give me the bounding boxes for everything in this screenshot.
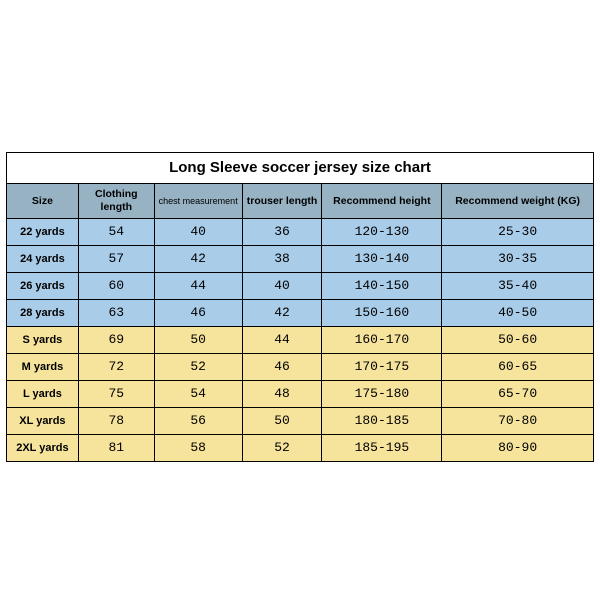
table-row: 26 yards604440140-15035-40 (7, 273, 594, 300)
cell-clothing_length: 81 (78, 435, 154, 462)
cell-rec_weight: 25-30 (442, 219, 594, 246)
cell-rec_height: 130-140 (322, 246, 442, 273)
col-header-rec_height: Recommend height (322, 184, 442, 219)
cell-chest: 42 (154, 246, 242, 273)
cell-rec_weight: 70-80 (442, 408, 594, 435)
col-header-size: Size (7, 184, 79, 219)
table-row: 28 yards634642150-16040-50 (7, 300, 594, 327)
cell-chest: 56 (154, 408, 242, 435)
cell-rec_weight: 40-50 (442, 300, 594, 327)
cell-clothing_length: 78 (78, 408, 154, 435)
cell-chest: 46 (154, 300, 242, 327)
cell-clothing_length: 75 (78, 381, 154, 408)
chart-title: Long Sleeve soccer jersey size chart (7, 153, 594, 184)
col-header-rec_weight: Recommend weight (KG) (442, 184, 594, 219)
cell-size: 22 yards (7, 219, 79, 246)
col-header-chest: chest measurement (154, 184, 242, 219)
cell-rec_weight: 50-60 (442, 327, 594, 354)
cell-size: XL yards (7, 408, 79, 435)
cell-trouser_length: 38 (242, 246, 322, 273)
cell-trouser_length: 52 (242, 435, 322, 462)
cell-trouser_length: 42 (242, 300, 322, 327)
cell-size: 28 yards (7, 300, 79, 327)
cell-clothing_length: 54 (78, 219, 154, 246)
table-row: 2XL yards815852185-19580-90 (7, 435, 594, 462)
cell-rec_height: 170-175 (322, 354, 442, 381)
cell-trouser_length: 46 (242, 354, 322, 381)
cell-size: L yards (7, 381, 79, 408)
title-row: Long Sleeve soccer jersey size chart (7, 153, 594, 184)
cell-rec_height: 180-185 (322, 408, 442, 435)
cell-trouser_length: 40 (242, 273, 322, 300)
cell-trouser_length: 44 (242, 327, 322, 354)
cell-chest: 52 (154, 354, 242, 381)
cell-rec_height: 185-195 (322, 435, 442, 462)
table-row: S yards695044160-17050-60 (7, 327, 594, 354)
cell-trouser_length: 36 (242, 219, 322, 246)
cell-size: 2XL yards (7, 435, 79, 462)
col-header-trouser_length: trouser length (242, 184, 322, 219)
table-row: M yards725246170-17560-65 (7, 354, 594, 381)
cell-size: M yards (7, 354, 79, 381)
cell-rec_weight: 60-65 (442, 354, 594, 381)
cell-chest: 44 (154, 273, 242, 300)
cell-clothing_length: 72 (78, 354, 154, 381)
cell-chest: 54 (154, 381, 242, 408)
cell-rec_height: 120-130 (322, 219, 442, 246)
cell-chest: 58 (154, 435, 242, 462)
cell-size: S yards (7, 327, 79, 354)
cell-rec_weight: 30-35 (442, 246, 594, 273)
cell-rec_weight: 65-70 (442, 381, 594, 408)
size-chart-table: Long Sleeve soccer jersey size chart Siz… (6, 152, 594, 462)
table-row: 22 yards544036120-13025-30 (7, 219, 594, 246)
cell-chest: 40 (154, 219, 242, 246)
cell-size: 26 yards (7, 273, 79, 300)
cell-rec_weight: 35-40 (442, 273, 594, 300)
cell-rec_height: 150-160 (322, 300, 442, 327)
cell-size: 24 yards (7, 246, 79, 273)
cell-rec_height: 140-150 (322, 273, 442, 300)
table-row: 24 yards574238130-14030-35 (7, 246, 594, 273)
cell-trouser_length: 50 (242, 408, 322, 435)
cell-rec_weight: 80-90 (442, 435, 594, 462)
header-row: SizeClothing lengthchest measurementtrou… (7, 184, 594, 219)
table-row: L yards755448175-18065-70 (7, 381, 594, 408)
table-row: XL yards785650180-18570-80 (7, 408, 594, 435)
cell-clothing_length: 60 (78, 273, 154, 300)
cell-clothing_length: 57 (78, 246, 154, 273)
cell-rec_height: 160-170 (322, 327, 442, 354)
cell-clothing_length: 63 (78, 300, 154, 327)
cell-trouser_length: 48 (242, 381, 322, 408)
cell-clothing_length: 69 (78, 327, 154, 354)
cell-chest: 50 (154, 327, 242, 354)
cell-rec_height: 175-180 (322, 381, 442, 408)
col-header-clothing_length: Clothing length (78, 184, 154, 219)
